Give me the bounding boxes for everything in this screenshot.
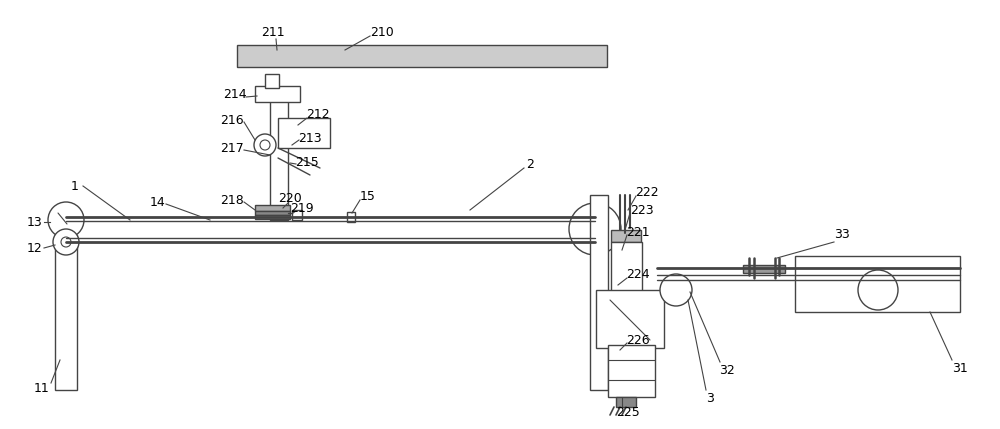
Bar: [255, 211, 290, 215]
Bar: [55, 235, 77, 390]
Bar: [255, 86, 300, 102]
Text: 219: 219: [290, 202, 314, 214]
Bar: [608, 345, 655, 397]
Bar: [255, 205, 290, 211]
Circle shape: [53, 229, 79, 255]
Bar: [616, 397, 636, 407]
Text: 13: 13: [27, 215, 43, 229]
Circle shape: [260, 140, 270, 150]
Text: 33: 33: [834, 229, 850, 242]
Text: 1: 1: [71, 179, 79, 193]
Text: 217: 217: [220, 142, 244, 154]
Text: 222: 222: [635, 185, 659, 199]
Text: 31: 31: [952, 362, 968, 375]
Text: 12: 12: [27, 242, 43, 254]
Bar: [270, 98, 288, 220]
Text: 11: 11: [34, 381, 50, 395]
Text: 220: 220: [278, 191, 302, 205]
Circle shape: [61, 237, 71, 247]
Text: 213: 213: [298, 132, 322, 145]
Bar: [347, 212, 355, 222]
Bar: [795, 256, 960, 312]
Circle shape: [569, 203, 621, 255]
Text: 225: 225: [616, 405, 640, 419]
Bar: [611, 242, 642, 292]
Text: 212: 212: [306, 109, 330, 121]
Text: 223: 223: [630, 203, 654, 217]
Text: 211: 211: [261, 25, 285, 39]
Bar: [237, 45, 607, 67]
Bar: [265, 74, 279, 88]
Text: 32: 32: [719, 363, 735, 377]
Text: 15: 15: [360, 190, 376, 202]
Circle shape: [48, 202, 84, 238]
Text: 218: 218: [220, 193, 244, 206]
Text: 3: 3: [706, 392, 714, 405]
Bar: [590, 195, 608, 390]
Text: 216: 216: [220, 114, 244, 127]
Bar: [611, 230, 641, 242]
Text: 221: 221: [626, 226, 650, 239]
Bar: [743, 265, 785, 273]
Text: 224: 224: [626, 269, 650, 281]
Text: 215: 215: [295, 155, 319, 169]
Text: 2: 2: [526, 158, 534, 172]
Circle shape: [660, 274, 692, 306]
Bar: [292, 210, 302, 220]
Text: 14: 14: [150, 196, 166, 208]
Bar: [278, 118, 330, 148]
Text: 226: 226: [626, 333, 650, 347]
Circle shape: [254, 134, 276, 156]
Circle shape: [858, 270, 898, 310]
Bar: [255, 215, 290, 219]
Bar: [596, 290, 664, 348]
Text: 214: 214: [223, 88, 247, 102]
Text: 210: 210: [370, 25, 394, 39]
